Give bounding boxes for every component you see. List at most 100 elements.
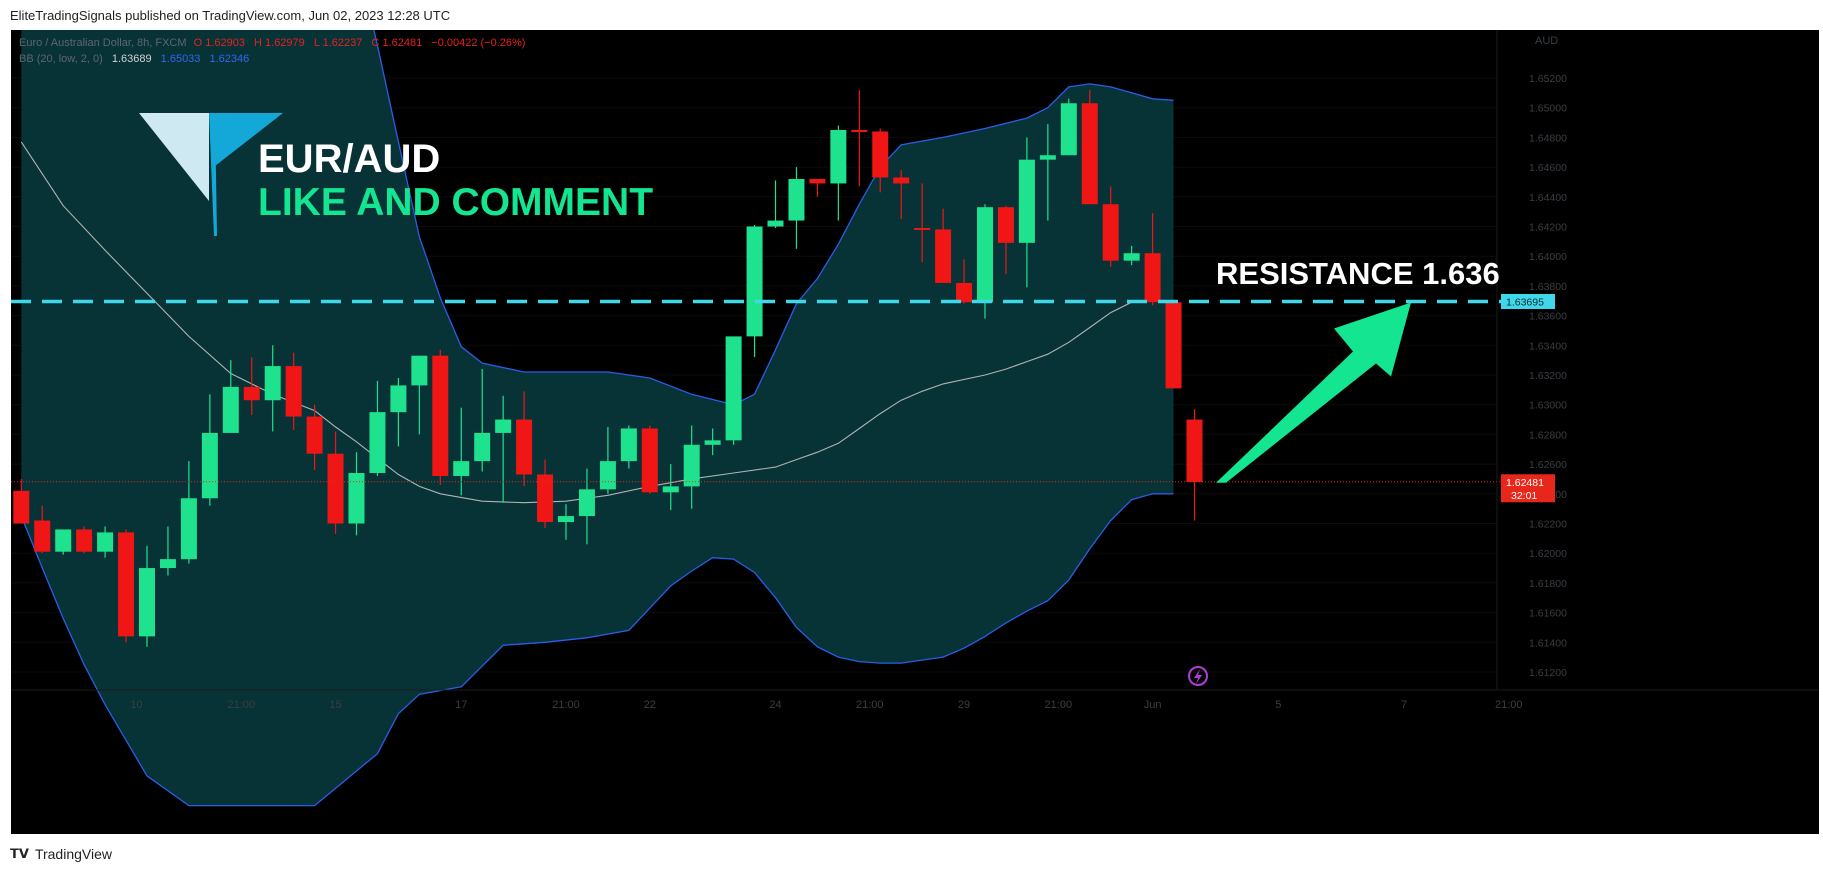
candle-body (1123, 253, 1140, 261)
candle-body (935, 229, 952, 283)
time-tick-label: 21:00 (1495, 699, 1523, 711)
candles[interactable] (13, 89, 1203, 647)
candlestick-chart[interactable]: Euro / Australian Dollar, 8h, FXCM O 1.6… (11, 0, 1819, 834)
time-tick-label: 22 (644, 699, 656, 711)
legend-change: −0.00422 (−0.26%) (431, 37, 525, 49)
candle-body (1165, 302, 1182, 389)
price-tick-label: 1.63200 (1529, 370, 1567, 382)
price-tick-label: 1.62200 (1529, 519, 1567, 531)
candle-body (390, 385, 407, 413)
chart-area[interactable]: Euro / Australian Dollar, 8h, FXCM O 1.6… (11, 0, 1819, 834)
time-tick-label: 21:00 (1045, 699, 1073, 711)
candle (516, 391, 533, 487)
candle-body (851, 129, 868, 132)
time-axis[interactable]: 10 21:00 15 17 21:00 22 24 21:00 29 21:00 Jun 5 7 21:… (11, 689, 1819, 711)
candle (956, 259, 973, 304)
candle-body (411, 355, 428, 386)
price-tick-label: 1.63400 (1529, 340, 1567, 352)
legend-low: L 1.62237 (314, 37, 363, 49)
candle (76, 526, 93, 554)
candle-body (788, 178, 805, 221)
candle (1018, 137, 1035, 288)
candle-body (578, 489, 595, 517)
last-price-tag: 1.62481 32:01 (1501, 474, 1555, 503)
price-tick-label: 1.65200 (1529, 73, 1567, 85)
candle-body (1144, 253, 1161, 303)
candle-body (55, 529, 72, 552)
time-tick-label: 21:00 (552, 699, 580, 711)
axis-currency: AUD (1535, 35, 1558, 47)
candle (1123, 245, 1140, 266)
price-tick-label: 1.62000 (1529, 548, 1567, 560)
candle-body (977, 207, 993, 303)
candle-body (474, 432, 491, 462)
candle (243, 357, 260, 416)
candle-body (180, 498, 197, 560)
time-tick-label: 17 (455, 699, 467, 711)
time-tick-label: 21:00 (228, 699, 256, 711)
candle (432, 349, 449, 485)
legend-bb-upper: 1.65033 (161, 53, 201, 65)
time-tick-label: 10 (130, 699, 142, 711)
candle (977, 204, 993, 319)
resistance-label: RESISTANCE 1.636 (1216, 256, 1500, 291)
candle (1060, 98, 1077, 156)
candle (893, 170, 910, 220)
candle (159, 526, 176, 576)
candle (285, 352, 302, 430)
svg-text:BB (20, low, 2, 0) 1.6: BB (20, low, 2, 0) 1.63689 1.65033 1.623… (19, 53, 249, 65)
price-ticks: 1.61200 1.61400 1.61600 1.61800 1.62000 1.622… (1529, 73, 1567, 679)
brand-logo (139, 113, 283, 236)
up-arrow (1216, 302, 1411, 483)
candle-body (306, 416, 323, 454)
candle-body (264, 366, 281, 401)
logo-stem (209, 113, 217, 236)
candle-body (453, 461, 470, 476)
candle (348, 452, 365, 536)
candle-body (1039, 155, 1056, 160)
price-tick-label: 1.64400 (1529, 192, 1567, 204)
reference-lines (11, 299, 1501, 483)
candle-body (76, 529, 93, 552)
candle (662, 464, 679, 511)
candle-body (201, 432, 218, 499)
legend-bb-mid: 1.63689 (112, 53, 152, 65)
candle-body (537, 474, 554, 523)
candle (746, 225, 763, 358)
candle-body (767, 220, 784, 227)
time-tick-label: 24 (769, 699, 781, 711)
candle-body (725, 336, 742, 441)
candle-body (914, 227, 931, 230)
price-tick-label: 1.63600 (1529, 311, 1567, 323)
candle (578, 468, 595, 545)
price-tick-label: 1.62800 (1529, 429, 1567, 441)
candle-body (641, 428, 658, 493)
price-tick-label: 1.63000 (1529, 400, 1567, 412)
candle-body (704, 440, 721, 445)
candle-body (34, 520, 51, 552)
candle-body (872, 131, 889, 178)
resistance-tag-text: 1.63695 (1506, 296, 1544, 308)
lightning-icon[interactable] (1188, 666, 1208, 686)
candle (537, 459, 554, 528)
overlay-title: EUR/AUD (258, 137, 440, 181)
price-tick-label: 1.61800 (1529, 578, 1567, 590)
candle (851, 89, 868, 187)
candle (411, 355, 428, 435)
tradingview-logo-icon[interactable]: 𝗧𝗩 (10, 846, 29, 861)
legend-open: O 1.62903 (194, 37, 245, 49)
published-header: EliteTradingSignals published on Trading… (10, 8, 451, 23)
time-tick-label: 15 (329, 699, 341, 711)
footer-brand: TradingView (34, 846, 112, 862)
candle (872, 128, 889, 193)
candle-body (746, 226, 763, 337)
candle-body (599, 461, 616, 490)
candle (139, 545, 155, 647)
time-tick-label: 7 (1401, 699, 1407, 711)
bb-upper-line (366, 0, 1174, 406)
candle (704, 428, 721, 456)
candle (55, 529, 72, 555)
candle-body (830, 129, 847, 184)
price-tick-label: 1.65000 (1529, 103, 1567, 115)
price-axis[interactable]: AUD 1.612001.614001.616001.618001.620001… (1496, 30, 1567, 690)
